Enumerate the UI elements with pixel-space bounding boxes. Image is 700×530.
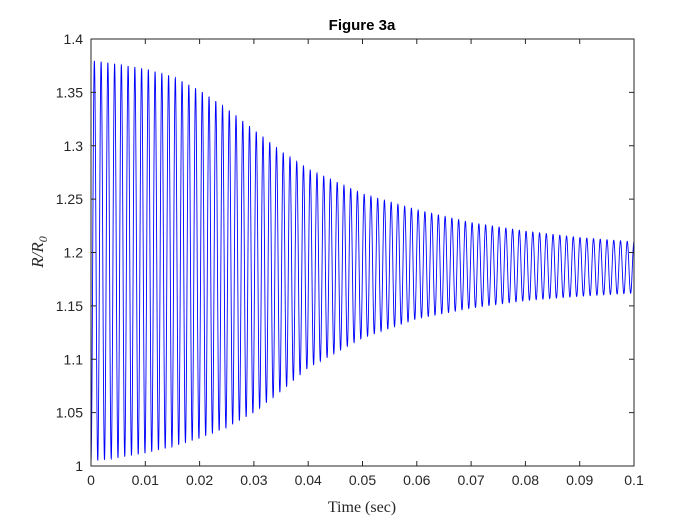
x-tick-label: 0.1 — [624, 472, 644, 488]
y-axis-label-main: R/R — [28, 242, 47, 269]
x-tick-label: 0.08 — [512, 472, 539, 488]
y-tick-label: 1.25 — [56, 191, 83, 207]
y-ticks: 1 1.05 1.1 1.15 1.2 1.25 1.3 1.35 1.4 — [56, 31, 634, 474]
y-axis-label: R/R0 — [28, 236, 50, 269]
y-axis-label-sub: 0 — [36, 236, 50, 242]
x-tick-label: 0.03 — [240, 472, 267, 488]
chart-title: Figure 3a — [329, 17, 396, 34]
x-tick-label: 0.01 — [132, 472, 159, 488]
y-tick-label: 1.35 — [56, 84, 83, 100]
x-tick-label: 0.04 — [295, 472, 322, 488]
x-tick-label: 0.06 — [403, 472, 430, 488]
y-tick-label: 1.3 — [64, 138, 84, 154]
y-tick-label: 1.2 — [64, 245, 84, 261]
x-tick-label: 0 — [87, 472, 95, 488]
x-tick-label: 0.09 — [566, 472, 593, 488]
y-tick-label: 1.4 — [64, 31, 84, 47]
x-axis-label: Time (sec) — [328, 499, 396, 516]
x-tick-label: 0.07 — [457, 472, 484, 488]
series-line — [90, 60, 635, 461]
series-group — [90, 60, 635, 461]
y-tick-label: 1 — [75, 458, 83, 474]
y-tick-label: 1.1 — [64, 351, 84, 367]
y-tick-label: 1.15 — [56, 298, 83, 314]
x-tick-label: 0.05 — [349, 472, 376, 488]
y-tick-label: 1.05 — [56, 405, 83, 421]
x-tick-label: 0.02 — [186, 472, 213, 488]
x-ticks: 0 0.01 0.02 0.03 0.04 0.05 0.06 0.07 0.08 0.09 0.1 — [87, 39, 644, 488]
